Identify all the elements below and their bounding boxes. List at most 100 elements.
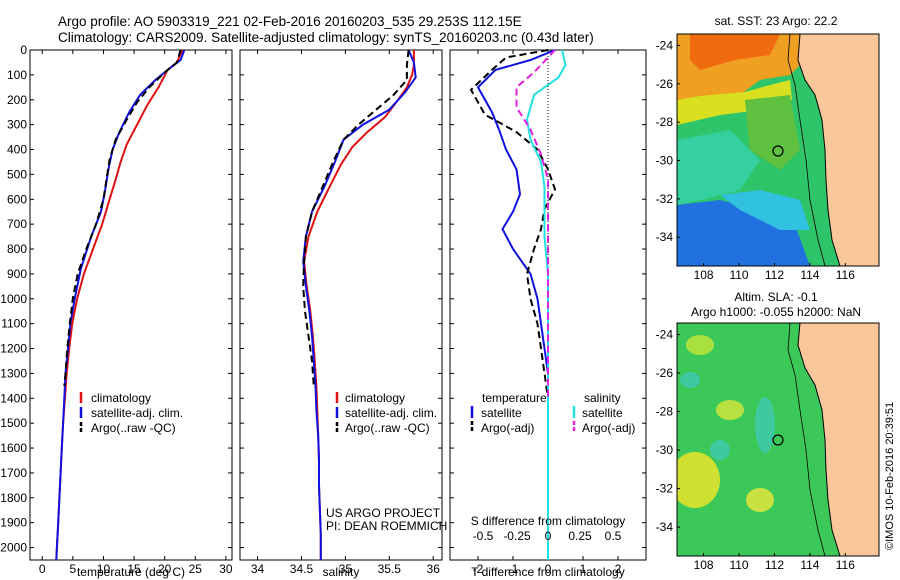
map-y-tick-label: -30 <box>656 443 674 457</box>
sla-map-title: Altim. SLA: -0.1 <box>734 290 818 304</box>
sla-high-patch <box>686 335 714 355</box>
credit-text: ©IMOS 10-Feb-2016 20:39:51 <box>884 402 896 550</box>
map-y-tick-label: -34 <box>656 230 674 244</box>
map-x-tick-label: 116 <box>836 268 855 282</box>
argo-float-marker-top <box>772 145 784 157</box>
coastline-top <box>797 34 841 266</box>
y-tick-label: 1600 <box>0 441 27 455</box>
series-line-satellite-adj-clim <box>55 49 186 561</box>
y-tick-label: 300 <box>7 118 27 132</box>
temperature-axis: 0 5 10 15 20 25 30 <box>39 50 233 576</box>
sla-low-patch <box>680 372 700 388</box>
land-mass-top <box>798 34 879 266</box>
map-y-tick-label: -24 <box>656 328 674 342</box>
y-tick-label: 0 <box>20 43 27 57</box>
map-x-tick-label: 116 <box>836 558 855 572</box>
map-x-tick-label: 112 <box>765 558 784 572</box>
salinity-plot-frame <box>239 49 443 561</box>
x-tick-label: 0 <box>39 562 46 576</box>
y-tick-label: 1800 <box>0 491 27 505</box>
y-tick-label: 1200 <box>0 342 27 356</box>
legend-label-climatology: climatology <box>345 391 405 405</box>
series-line-salinity-argo-adj <box>515 49 556 399</box>
coastline-bottom <box>797 323 841 556</box>
x-tick-label: 34 <box>251 562 265 576</box>
sla-high-patch <box>677 452 720 508</box>
legend-label-t-satellite: satellite <box>481 406 522 420</box>
land-mass-bottom <box>798 323 879 556</box>
difference-series <box>469 49 567 560</box>
y-tick-label: 1100 <box>1 317 27 331</box>
salinity-series <box>302 49 417 560</box>
series-line-argo-raw-qc <box>63 49 182 386</box>
y-tick-label: 600 <box>7 192 27 206</box>
y-tick-label: 1300 <box>0 366 27 380</box>
map-y-tick-label: -32 <box>656 482 674 496</box>
header-line2: Climatology: CARS2009. Satellite-adjuste… <box>58 30 594 45</box>
y-tick-label: 1700 <box>0 466 27 480</box>
sst-map: sat. SST: 23 Argo: 22.2 108 110 112 114 116 -… <box>656 14 880 282</box>
salinity-axis: 34 34.5 35 35.5 36 <box>251 50 440 576</box>
s-difference-ticks: -0.5 -0.25 0 0.25 0.5 <box>473 529 622 543</box>
x-tick-label: 36 <box>427 562 441 576</box>
sla-map-subtitle: Argo h1000: -0.055 h2000: NaN <box>691 305 861 319</box>
y-tick-label: 1000 <box>0 292 27 306</box>
y-tick-label: 800 <box>7 242 27 256</box>
legend-label-s-argo: Argo(-adj) <box>582 421 635 435</box>
map-y-tick-label: -24 <box>656 39 674 53</box>
salinity-axis-label: salinity <box>323 565 360 579</box>
series-line-argo-raw-qc <box>302 49 410 386</box>
sst-cold-patch <box>677 200 810 266</box>
y-tick-label: 1400 <box>0 391 27 405</box>
x-tick-label: -1 <box>508 562 519 576</box>
shelf-contour-bottom <box>787 323 826 556</box>
legend-label-t-argo: Argo(-adj) <box>481 421 534 435</box>
s-tick-label: -0.25 <box>503 529 531 543</box>
map-y-tick-label: -30 <box>656 154 674 168</box>
sst-map-axes: 108 110 112 114 116 -24 -26 -28 -30 -32 -34 <box>656 39 856 282</box>
salinity-panel: 34 34.5 35 35.5 36 salinity climatology sate… <box>239 49 447 579</box>
legend-header-temperature: temperature <box>482 391 547 405</box>
temperature-legend: climatology satellite-adj. clim. Argo(..… <box>79 391 183 435</box>
sla-high-patch <box>746 488 774 512</box>
temperature-panel: 0100200300400500600700800900100011001200… <box>0 43 233 579</box>
y-tick-label: 200 <box>7 93 27 107</box>
difference-depth-ticks <box>450 49 646 549</box>
x-tick-label: 0 <box>545 562 552 576</box>
map-x-tick-label: 114 <box>800 558 819 572</box>
sla-low-patch <box>710 440 730 460</box>
x-tick-label: 25 <box>189 562 203 576</box>
difference-panel: -2 -1 0 1 2 T difference from climatology S … <box>449 49 647 579</box>
y-tick-label: 400 <box>7 143 27 157</box>
legend-label-satellite: satellite-adj. clim. <box>91 406 183 420</box>
x-tick-label: 35 <box>339 562 353 576</box>
s-tick-label: 0.25 <box>568 529 592 543</box>
sst-hot-patch <box>690 34 780 70</box>
map-y-tick-label: -26 <box>656 366 674 380</box>
sst-teal-patch <box>677 130 760 205</box>
x-tick-label: 1 <box>580 562 587 576</box>
temperature-series <box>55 49 186 561</box>
map-x-tick-label: 110 <box>729 268 748 282</box>
map-y-tick-label: -34 <box>656 520 674 534</box>
x-tick-label: -2 <box>473 562 484 576</box>
project-annotation: US ARGO PROJECT <box>326 506 441 520</box>
map-y-tick-label: -26 <box>656 77 674 91</box>
temperature-axis-label: temperature (deg C) <box>77 565 185 579</box>
sst-map-frame <box>676 33 880 267</box>
sst-cyan-patch <box>720 190 810 230</box>
map-y-tick-label: -28 <box>656 115 674 129</box>
legend-label-satellite: satellite-adj. clim. <box>345 406 437 420</box>
y-tick-label: 1900 <box>0 516 27 530</box>
x-tick-label: 5 <box>70 562 77 576</box>
salinity-depth-ticks <box>240 49 442 549</box>
header-line1: Argo profile: AO 5903319_221 02-Feb-2016… <box>58 14 522 29</box>
sla-high-patch <box>716 400 744 420</box>
y-tick-label: 700 <box>7 217 27 231</box>
legend-label-argo: Argo(..raw -QC) <box>91 421 176 435</box>
difference-legend: temperature salinity satellite Argo(-adj… <box>470 391 635 435</box>
pi-annotation: PI: DEAN ROEMMICH <box>326 519 447 533</box>
shelf-contour-top <box>787 34 826 266</box>
x-tick-label: 30 <box>219 562 233 576</box>
